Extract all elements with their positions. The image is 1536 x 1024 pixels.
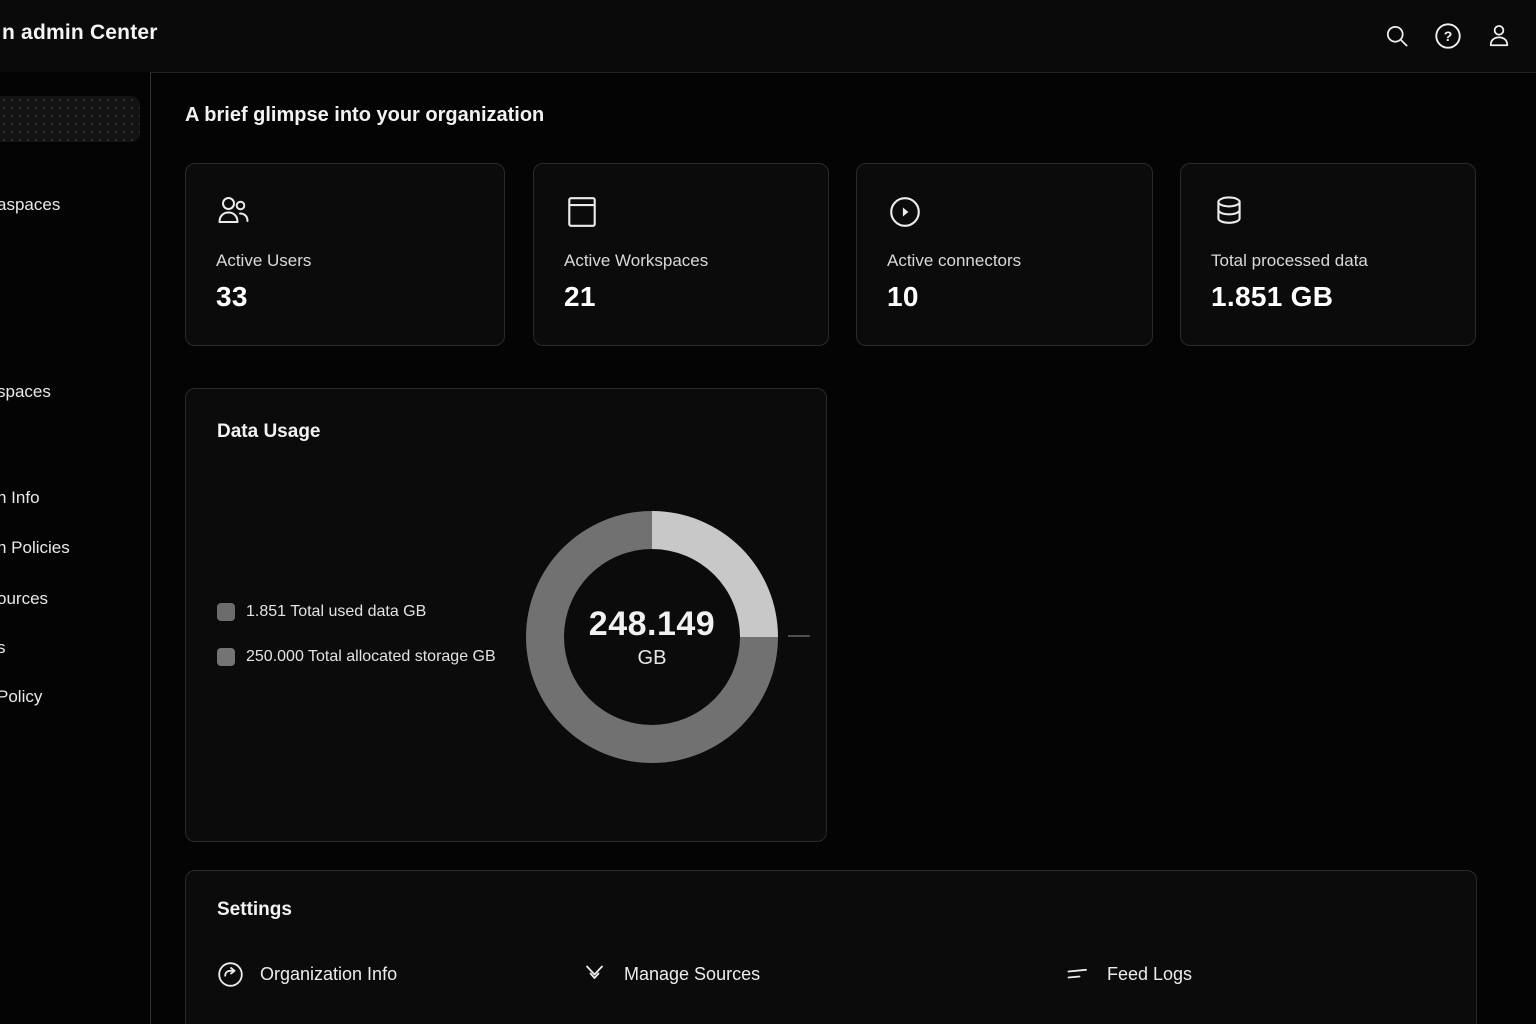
stat-card-active-users: Active Users 33 xyxy=(185,163,505,346)
legend-label: 250.000 Total allocated storage GB xyxy=(246,648,496,665)
sidebar-item-policies[interactable]: n Policies xyxy=(0,538,70,557)
window-icon xyxy=(564,194,798,230)
settings-item-feed-logs[interactable]: Feed Logs xyxy=(1064,961,1192,988)
donut-callout-line xyxy=(788,635,810,637)
stat-label: Active Workspaces xyxy=(564,251,709,270)
sidebar-item-spaces[interactable]: spaces xyxy=(0,382,51,401)
donut-center-unit: GB xyxy=(637,646,667,669)
svg-text:?: ? xyxy=(1444,28,1453,44)
users-icon xyxy=(216,194,474,230)
stat-card-active-workspaces: Active Workspaces 21 xyxy=(533,163,829,346)
sidebar-item-s[interactable]: s xyxy=(0,638,6,657)
donut-center-value: 248.149 xyxy=(588,604,716,643)
stat-card-total-processed-data: Total processed data 1.851 GB xyxy=(1180,163,1476,346)
topbar-actions: ? xyxy=(1382,21,1514,51)
app-title: n admin Center xyxy=(2,21,158,44)
settings-card: Settings Organization Info Manage Source… xyxy=(185,870,1477,1024)
page-title: A brief glimpse into your organization xyxy=(185,104,545,126)
filter-lines-icon xyxy=(1064,961,1091,988)
legend-item-allocated: 250.000 Total allocated storage GB xyxy=(217,648,496,666)
circle-arrow-icon xyxy=(217,961,244,988)
sidebar-item-workspaces[interactable]: aspaces xyxy=(0,195,61,214)
stat-value: 10 xyxy=(887,281,919,312)
sidebar-item-sources[interactable]: ources xyxy=(0,589,49,608)
donut-center: 248.149 GB xyxy=(564,549,740,725)
legend-swatch-allocated xyxy=(217,648,235,666)
legend-swatch-used xyxy=(217,603,235,621)
data-usage-card: Data Usage 1.851 Total used data GB 250.… xyxy=(185,388,827,842)
chart-legend: 1.851 Total used data GB 250.000 Total a… xyxy=(217,603,496,666)
stat-value: 33 xyxy=(216,281,248,312)
data-usage-title: Data Usage xyxy=(217,421,321,442)
sidebar-item-info[interactable]: n Info xyxy=(0,488,40,507)
stat-value: 21 xyxy=(564,281,596,312)
settings-item-label: Manage Sources xyxy=(624,964,761,984)
help-icon[interactable]: ? xyxy=(1433,21,1463,51)
double-chevron-down-icon xyxy=(581,961,608,988)
sidebar-item-selected[interactable] xyxy=(0,96,140,142)
search-icon[interactable] xyxy=(1382,21,1412,51)
stat-label: Active connectors xyxy=(887,251,1022,270)
legend-label: 1.851 Total used data GB xyxy=(246,603,427,620)
database-icon xyxy=(1211,194,1445,230)
settings-title: Settings xyxy=(217,899,292,920)
connector-play-icon xyxy=(887,194,1122,230)
settings-item-label: Feed Logs xyxy=(1107,964,1193,984)
stat-label: Total processed data xyxy=(1211,251,1368,270)
legend-item-used: 1.851 Total used data GB xyxy=(217,603,496,621)
account-icon[interactable] xyxy=(1484,21,1514,51)
donut-chart: 248.149 GB xyxy=(526,511,778,763)
topbar: n admin Center ? xyxy=(0,0,1536,73)
stat-card-active-connectors: Active connectors 10 xyxy=(856,163,1153,346)
settings-item-manage-sources[interactable]: Manage Sources xyxy=(581,961,760,988)
settings-item-organization-info[interactable]: Organization Info xyxy=(217,961,397,988)
stat-label: Active Users xyxy=(216,251,312,270)
settings-item-label: Organization Info xyxy=(260,964,398,984)
sidebar: aspaces spaces n Info n Policies ources … xyxy=(0,72,151,1024)
sidebar-item-policy[interactable]: Policy xyxy=(0,687,43,706)
stat-value: 1.851 GB xyxy=(1211,281,1334,312)
